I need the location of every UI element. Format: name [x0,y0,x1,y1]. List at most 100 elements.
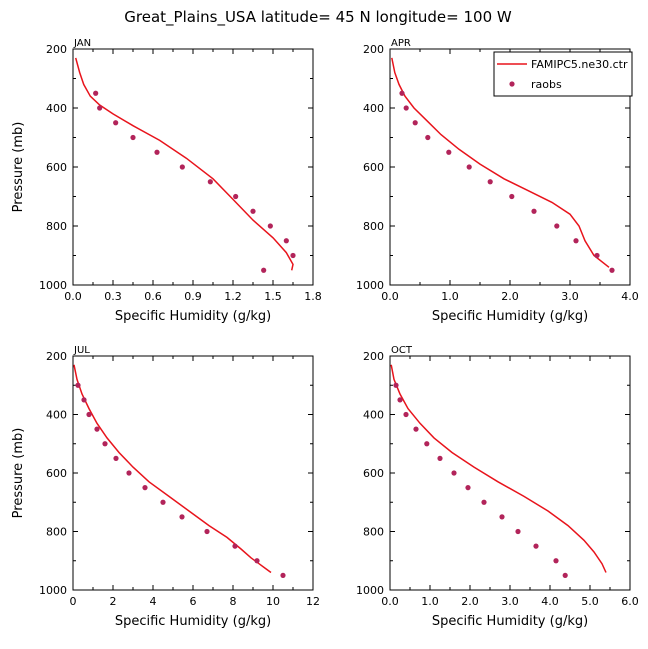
obs-point [97,105,103,111]
plot-frame [72,355,314,591]
obs-point [154,149,160,155]
y-tick-label: 400 [363,102,384,115]
y-tick-label: 1000 [356,279,384,292]
obs-point [531,208,537,214]
obs-point [179,164,185,170]
legend: FAMIPC5.ne30.ctr raobs [493,51,633,97]
obs-point [160,499,166,505]
obs-point [412,120,418,126]
plot-frame [389,355,631,591]
x-tick-label: 5.0 [581,595,599,608]
x-tick-label: 0.0 [381,290,399,303]
x-tick-label: 6 [190,595,197,608]
y-tick-label: 1000 [356,584,384,597]
x-tick-label: 12 [306,595,320,608]
x-axis-label: Specific Humidity (g/kg) [115,309,271,324]
obs-point [94,426,100,432]
obs-point [204,528,210,535]
obs-point [113,455,119,461]
obs-point [609,267,615,273]
y-tick-label: 800 [46,220,67,233]
legend-box [493,51,633,97]
obs-point [487,179,493,185]
obs-point [267,223,273,229]
x-axis-label: Specific Humidity (g/kg) [432,309,588,324]
obs-point [562,572,568,578]
y-tick-label: 200 [363,43,384,56]
legend-obs-dot-icon [509,81,515,87]
x-tick-label: 2 [110,595,117,608]
legend-model-label: FAMIPC5.ne30.ctr [531,58,628,71]
obs-point [397,397,403,403]
obs-point [594,252,600,259]
y-tick-label: 200 [46,350,67,363]
x-tick-label: 8 [230,595,237,608]
obs-point [446,149,452,155]
x-tick-label: 1.2 [224,290,242,303]
obs-point [283,238,289,244]
panel-label-jan: JAN [73,38,91,49]
y-tick-label: 600 [46,161,67,174]
obs-point [142,485,148,491]
x-tick-label: 4.0 [621,290,639,303]
x-tick-label: 0 [70,595,77,608]
x-tick-label: 3.0 [561,290,579,303]
chart-panel-jul: 0 2 4 6 8 10 12 200 400 600 800 1000 JUL Specific Hum… [11,345,320,629]
model-series-line [390,364,607,573]
obs-point [113,120,119,126]
obs-point [207,179,213,185]
x-tick-label: 6.0 [621,595,639,608]
panel-label-oct: OCT [391,345,413,356]
x-tick-label: 2.0 [501,290,519,303]
y-tick-label: 400 [46,102,67,115]
x-tick-label: 0.9 [184,290,202,303]
x-tick-label: 1.8 [304,290,322,303]
obs-point [81,397,87,403]
chart-panel-oct: 0.0 1.0 2.0 3.0 4.0 5.0 6.0 200 400 600 800 1000 OCT… [356,345,639,629]
y-tick-label: 1000 [39,584,67,597]
y-tick-label: 200 [46,43,67,56]
x-tick-label: 0.0 [381,595,399,608]
obs-point [481,499,487,505]
x-tick-label: 10 [266,595,280,608]
obs-point [465,485,471,491]
obs-point [425,134,431,141]
obs-point [466,164,472,170]
x-tick-label: 1.5 [264,290,282,303]
x-tick-label: 1.0 [421,595,439,608]
plot-frame [72,48,314,286]
y-tick-label: 600 [363,161,384,174]
obs-point [126,470,132,476]
x-tick-label: 4.0 [541,595,559,608]
obs-point [451,470,457,476]
y-tick-label: 600 [46,467,67,480]
obs-point [424,441,430,447]
model-series-line [74,57,294,271]
y-tick-label: 400 [46,409,67,422]
x-tick-label: 0.6 [144,290,162,303]
chart-panel-jan: 0.0 0.3 0.6 0.9 1.2 1.5 1.8 200 400 600 800 1000 JAN… [11,38,322,324]
y-tick-label: 1000 [39,279,67,292]
obs-point [403,105,409,111]
obs-point [86,411,92,418]
model-series-line [73,364,272,574]
obs-point [509,193,515,200]
obs-point [393,382,399,388]
obs-point [403,411,409,418]
legend-obs-label: raobs [531,78,562,91]
panel-label-apr: APR [391,38,411,49]
x-tick-label: 3.0 [501,595,519,608]
obs-point [437,455,443,461]
obs-point [179,514,185,520]
obs-point [554,223,560,229]
y-tick-label: 800 [46,526,67,539]
y-tick-label: 800 [363,526,384,539]
obs-point [102,441,108,447]
obs-point [254,558,260,564]
obs-point [261,267,267,273]
y-tick-label: 800 [363,220,384,233]
x-axis-label: Specific Humidity (g/kg) [432,614,588,629]
panel-label-jul: JUL [73,345,90,356]
y-tick-label: 400 [363,409,384,422]
obs-point [399,90,405,96]
